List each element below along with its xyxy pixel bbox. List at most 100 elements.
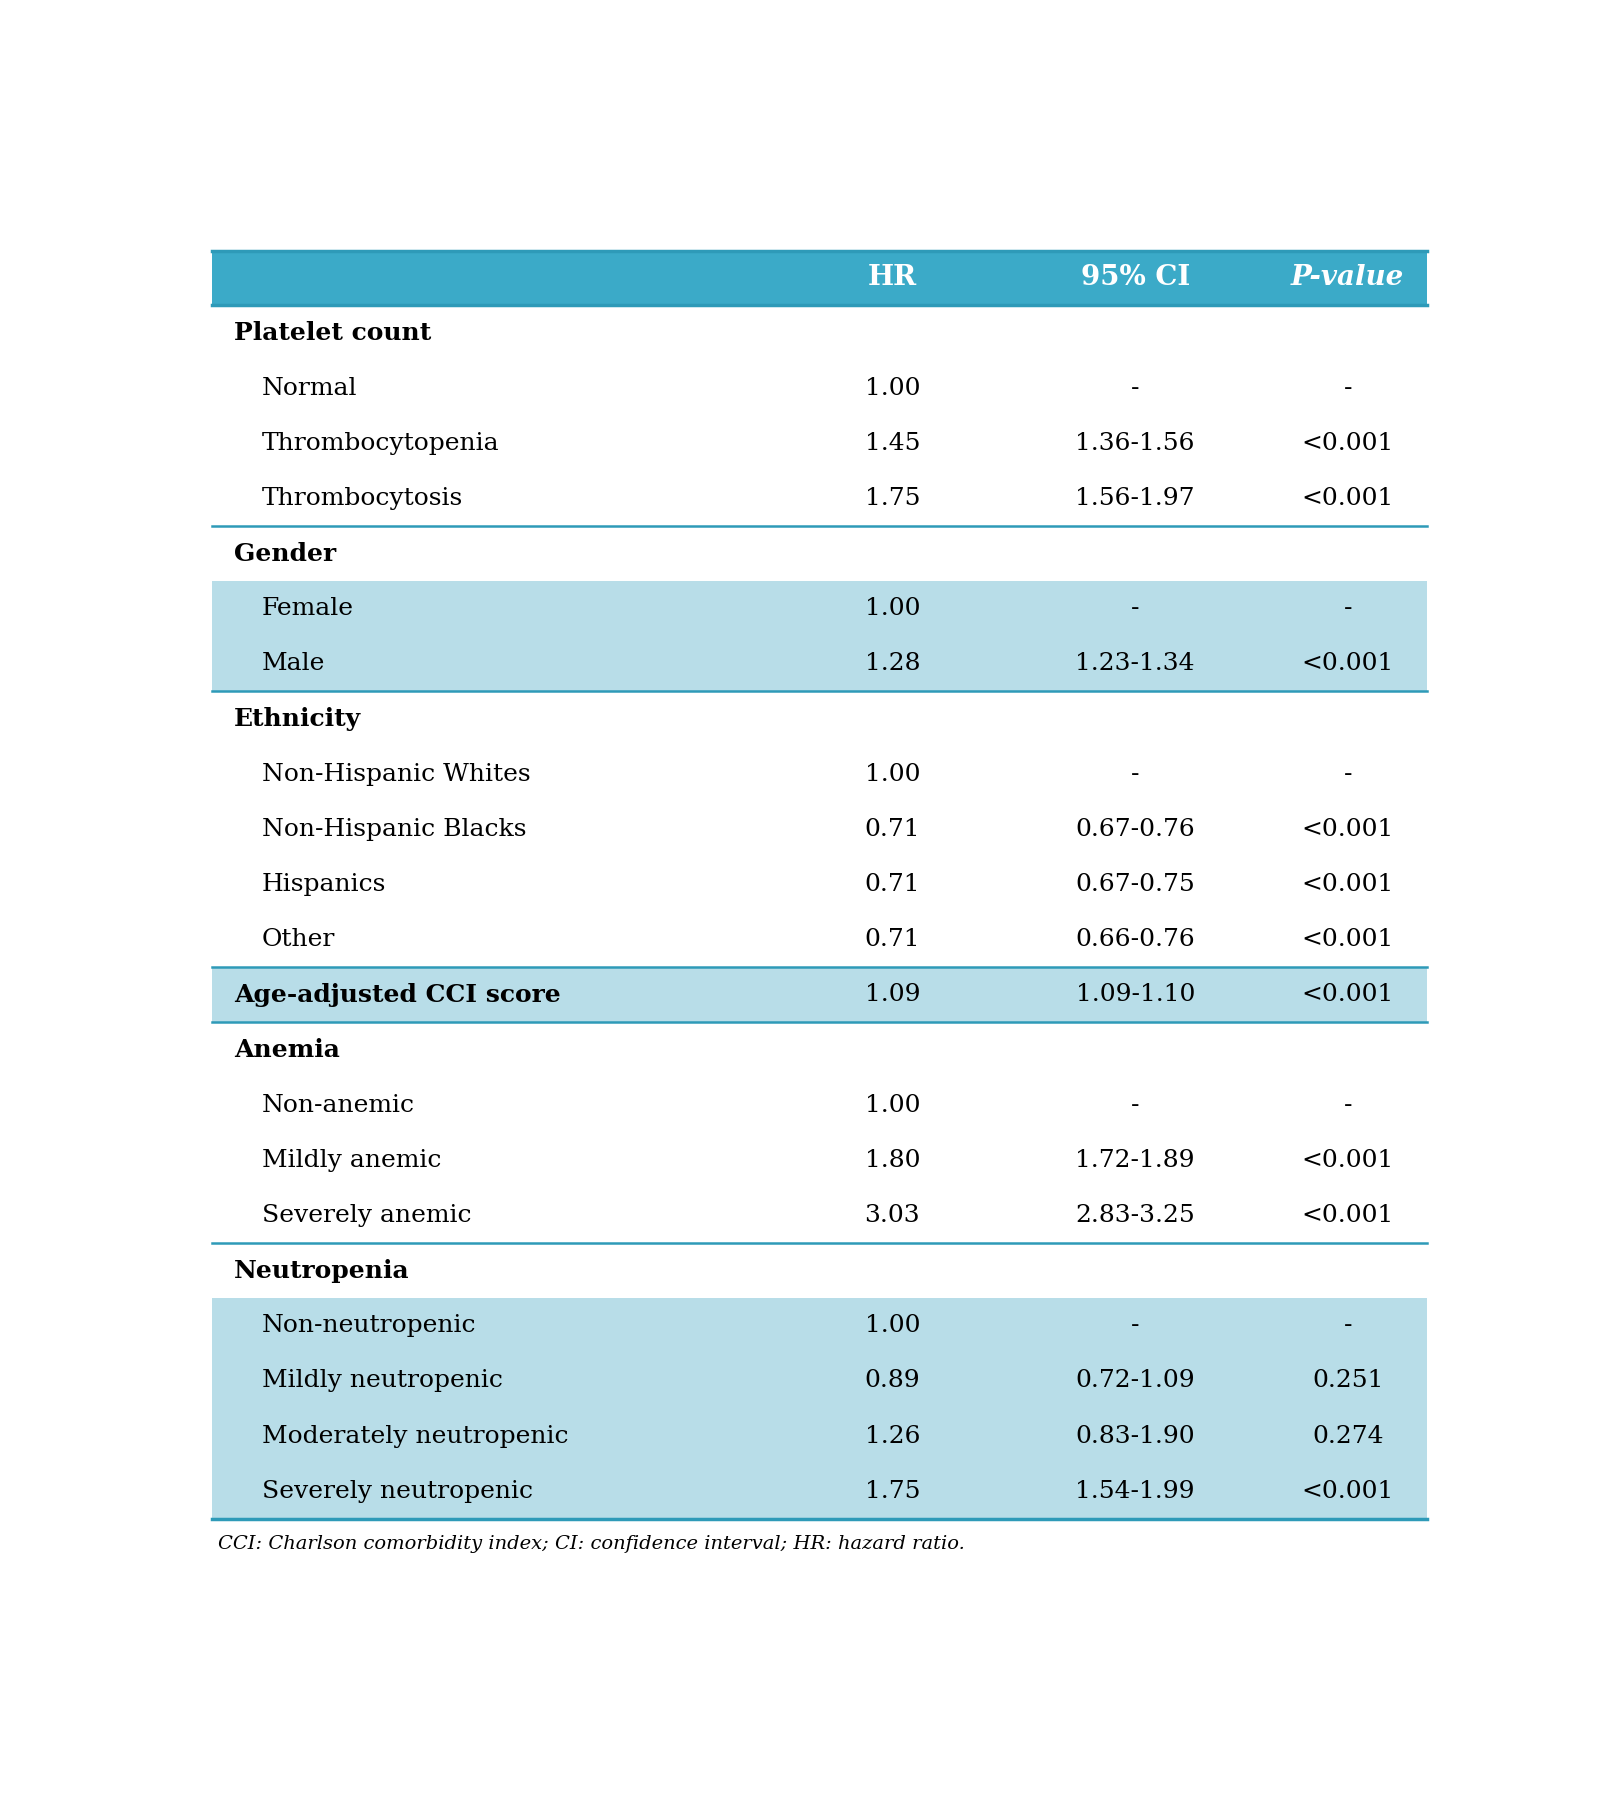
Bar — [213, 801, 1426, 857]
Text: Thrombocytopenia: Thrombocytopenia — [262, 432, 499, 455]
Bar — [213, 360, 1426, 416]
Text: 1.09-1.10: 1.09-1.10 — [1076, 983, 1194, 1006]
Text: Non-Hispanic Blacks: Non-Hispanic Blacks — [262, 817, 526, 841]
Text: Non-anemic: Non-anemic — [262, 1094, 414, 1116]
Bar — [213, 581, 1426, 635]
Bar — [213, 472, 1426, 526]
Text: Normal: Normal — [262, 376, 357, 400]
Text: Other: Other — [262, 929, 334, 950]
Bar — [213, 857, 1426, 913]
Text: CCI: Charlson comorbidity index; CI: confidence interval; HR: hazard ratio.: CCI: Charlson comorbidity index; CI: con… — [219, 1535, 966, 1553]
Text: 0.71: 0.71 — [865, 873, 919, 896]
Text: Non-Hispanic Whites: Non-Hispanic Whites — [262, 763, 531, 785]
Text: 1.00: 1.00 — [865, 376, 919, 400]
Text: 95% CI: 95% CI — [1081, 265, 1190, 292]
Text: 0.83-1.90: 0.83-1.90 — [1076, 1424, 1194, 1447]
Text: Male: Male — [262, 652, 325, 675]
Bar — [213, 1132, 1426, 1188]
Text: 1.09: 1.09 — [865, 983, 919, 1006]
Bar — [213, 250, 1426, 306]
Text: 1.26: 1.26 — [865, 1424, 919, 1447]
Text: 1.54-1.99: 1.54-1.99 — [1076, 1480, 1194, 1503]
Text: 1.00: 1.00 — [865, 598, 919, 621]
Text: -: - — [1343, 376, 1353, 400]
Text: 1.36-1.56: 1.36-1.56 — [1076, 432, 1194, 455]
Text: Severely neutropenic: Severely neutropenic — [262, 1480, 532, 1503]
Text: 1.28: 1.28 — [865, 652, 919, 675]
Text: Neutropenia: Neutropenia — [235, 1258, 409, 1283]
Bar — [213, 1354, 1426, 1409]
Bar — [213, 306, 1426, 360]
Text: <0.001: <0.001 — [1302, 652, 1394, 675]
Text: Platelet count: Platelet count — [235, 320, 432, 346]
Text: 2.83-3.25: 2.83-3.25 — [1076, 1204, 1194, 1228]
Text: HR: HR — [868, 265, 916, 292]
Text: 3.03: 3.03 — [865, 1204, 919, 1228]
Text: <0.001: <0.001 — [1302, 817, 1394, 841]
Text: Mildly anemic: Mildly anemic — [262, 1148, 441, 1172]
Text: -: - — [1130, 763, 1140, 785]
Text: 1.00: 1.00 — [865, 1094, 919, 1116]
Bar — [213, 967, 1426, 1022]
Bar — [213, 1078, 1426, 1132]
Text: -: - — [1130, 1314, 1140, 1337]
Text: 1.00: 1.00 — [865, 763, 919, 785]
Text: <0.001: <0.001 — [1302, 486, 1394, 509]
Bar — [213, 747, 1426, 801]
Text: 1.56-1.97: 1.56-1.97 — [1076, 486, 1194, 509]
Bar — [213, 1188, 1426, 1244]
Text: Age-adjusted CCI score: Age-adjusted CCI score — [235, 983, 561, 1006]
Text: 0.274: 0.274 — [1313, 1424, 1383, 1447]
Text: -: - — [1130, 1094, 1140, 1116]
Text: 1.75: 1.75 — [865, 486, 919, 509]
Text: 1.23-1.34: 1.23-1.34 — [1076, 652, 1194, 675]
Text: Severely anemic: Severely anemic — [262, 1204, 472, 1228]
Text: <0.001: <0.001 — [1302, 1480, 1394, 1503]
Text: P-value: P-value — [1290, 265, 1404, 292]
Bar — [213, 691, 1426, 747]
Text: -: - — [1343, 598, 1353, 621]
Bar — [213, 1022, 1426, 1078]
Text: Mildly neutropenic: Mildly neutropenic — [262, 1370, 502, 1393]
Text: <0.001: <0.001 — [1302, 873, 1394, 896]
Text: -: - — [1130, 376, 1140, 400]
Bar — [213, 1463, 1426, 1519]
Bar — [213, 1298, 1426, 1354]
Text: -: - — [1130, 598, 1140, 621]
Text: <0.001: <0.001 — [1302, 983, 1394, 1006]
Text: -: - — [1343, 763, 1353, 785]
Text: 0.66-0.76: 0.66-0.76 — [1076, 929, 1194, 950]
Text: 0.89: 0.89 — [865, 1370, 919, 1393]
Bar — [213, 526, 1426, 581]
Text: Ethnicity: Ethnicity — [235, 707, 361, 731]
Text: Moderately neutropenic: Moderately neutropenic — [262, 1424, 568, 1447]
Text: 0.72-1.09: 0.72-1.09 — [1076, 1370, 1194, 1393]
Text: Anemia: Anemia — [235, 1039, 341, 1062]
Text: 1.72-1.89: 1.72-1.89 — [1076, 1148, 1194, 1172]
Bar — [213, 913, 1426, 967]
Text: Gender: Gender — [235, 542, 336, 565]
Text: 1.80: 1.80 — [865, 1148, 919, 1172]
Text: 0.251: 0.251 — [1313, 1370, 1383, 1393]
Bar — [213, 1244, 1426, 1298]
Text: 0.67-0.76: 0.67-0.76 — [1076, 817, 1194, 841]
Text: 0.71: 0.71 — [865, 817, 919, 841]
Bar — [213, 416, 1426, 472]
Text: Thrombocytosis: Thrombocytosis — [262, 486, 462, 509]
Text: 0.71: 0.71 — [865, 929, 919, 950]
Text: -: - — [1343, 1314, 1353, 1337]
Text: <0.001: <0.001 — [1302, 929, 1394, 950]
Text: 1.45: 1.45 — [865, 432, 919, 455]
Text: Non-neutropenic: Non-neutropenic — [262, 1314, 477, 1337]
Text: <0.001: <0.001 — [1302, 1148, 1394, 1172]
Bar — [213, 1409, 1426, 1463]
Text: 0.67-0.75: 0.67-0.75 — [1076, 873, 1194, 896]
Text: <0.001: <0.001 — [1302, 1204, 1394, 1228]
Bar — [213, 635, 1426, 691]
Text: Female: Female — [262, 598, 353, 621]
Text: -: - — [1343, 1094, 1353, 1116]
Text: <0.001: <0.001 — [1302, 432, 1394, 455]
Text: 1.75: 1.75 — [865, 1480, 919, 1503]
Text: 1.00: 1.00 — [865, 1314, 919, 1337]
Text: Hispanics: Hispanics — [262, 873, 385, 896]
